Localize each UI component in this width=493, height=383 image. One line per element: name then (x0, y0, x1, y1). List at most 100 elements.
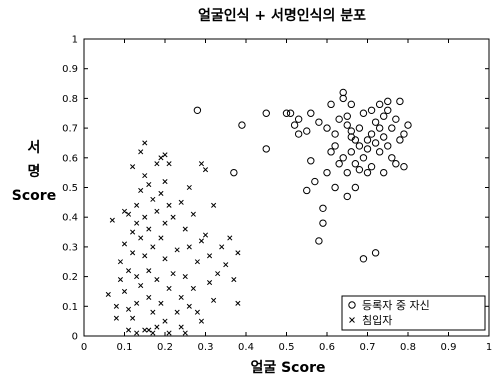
point-circle (323, 124, 331, 132)
point-x (121, 288, 128, 295)
point-circle (400, 163, 408, 171)
point-x (219, 244, 225, 250)
point-circle (286, 109, 295, 117)
point-x (146, 294, 152, 300)
y-axis-label-line-2: 명 (28, 163, 41, 180)
point-x (130, 229, 136, 235)
point-x (174, 247, 180, 253)
point-x (109, 217, 115, 223)
point-circle (290, 121, 299, 129)
x-tick-label: 0.6 (319, 342, 335, 353)
point-circle (282, 109, 291, 117)
point-circle (307, 109, 315, 117)
point-circle (335, 160, 343, 168)
point-circle (303, 186, 311, 195)
point-x (142, 173, 148, 179)
point-x (142, 214, 148, 220)
point-x (125, 327, 132, 333)
point-x (146, 181, 152, 188)
point-circle (380, 133, 388, 141)
x-tick-label: 0.1 (117, 342, 133, 353)
point-circle (347, 127, 355, 135)
point-x (182, 226, 188, 232)
point-circle (359, 154, 368, 162)
point-circle (343, 192, 351, 201)
x-tick-label: 0.9 (441, 342, 457, 353)
legend-label-series-1: 등록자 중 자신 (362, 299, 430, 312)
point-x (121, 241, 128, 247)
point-circle (315, 118, 323, 126)
point-x (178, 324, 184, 330)
point-x (186, 244, 192, 250)
point-circle (404, 121, 412, 129)
point-x (198, 161, 205, 167)
point-circle (323, 168, 331, 177)
point-circle (371, 118, 380, 126)
point-x (154, 277, 160, 283)
point-x (206, 253, 213, 259)
point-circle (335, 115, 343, 123)
point-x (158, 190, 164, 196)
point-x (211, 297, 217, 303)
point-x (113, 315, 119, 321)
legend-box (341, 295, 486, 331)
point-x (162, 220, 168, 226)
point-x (130, 250, 136, 256)
point-circle (327, 100, 335, 109)
point-x (190, 285, 196, 292)
y-tick-label: 0.2 (62, 272, 78, 283)
point-circle (331, 183, 339, 192)
point-x (150, 330, 156, 336)
point-x (134, 274, 140, 280)
point-x (198, 238, 205, 244)
point-circle (371, 249, 380, 257)
x-tick-label: 0.4 (238, 342, 254, 353)
point-circle (230, 168, 238, 177)
point-x (162, 152, 168, 158)
point-circle (375, 124, 384, 132)
y-tick-label: 0.7 (62, 124, 78, 135)
y-tick-label: 0.3 (62, 242, 78, 253)
point-x (121, 208, 128, 214)
point-x (182, 274, 188, 280)
point-x (130, 164, 136, 170)
point-x (166, 330, 172, 336)
point-circle (384, 106, 392, 114)
legend-marker-circle (348, 301, 356, 309)
x-tick-label: 0.5 (279, 342, 295, 353)
point-circle (351, 136, 360, 144)
point-circle (303, 127, 311, 135)
point-circle (388, 124, 396, 132)
point-circle (347, 100, 355, 109)
point-circle (331, 130, 339, 138)
point-x (178, 199, 184, 205)
point-circle (193, 106, 202, 114)
point-x (215, 271, 221, 277)
point-circle (307, 157, 315, 165)
point-x (138, 235, 144, 241)
point-circle (319, 219, 327, 227)
point-x (134, 220, 140, 226)
chart-title: 얼굴인식 + 서명인식의 분포 (198, 7, 366, 24)
legend-marker-x (349, 317, 355, 323)
point-x (146, 226, 152, 232)
point-circle (294, 115, 303, 123)
x-tick-label: 0.8 (400, 342, 416, 353)
y-tick-label: 0.6 (62, 153, 78, 164)
x-tick-label: 1 (486, 342, 492, 353)
point-x (182, 330, 188, 336)
point-x (166, 202, 172, 208)
point-circle (359, 109, 368, 117)
point-circle (315, 237, 323, 245)
point-circle (347, 148, 355, 156)
point-circle (327, 148, 335, 156)
point-x (154, 324, 160, 330)
point-x (162, 256, 168, 262)
point-circle (384, 97, 392, 106)
series-2-points (105, 140, 241, 336)
point-circle (262, 145, 270, 153)
point-x (190, 211, 196, 217)
point-x (146, 268, 152, 274)
point-x (142, 140, 148, 146)
